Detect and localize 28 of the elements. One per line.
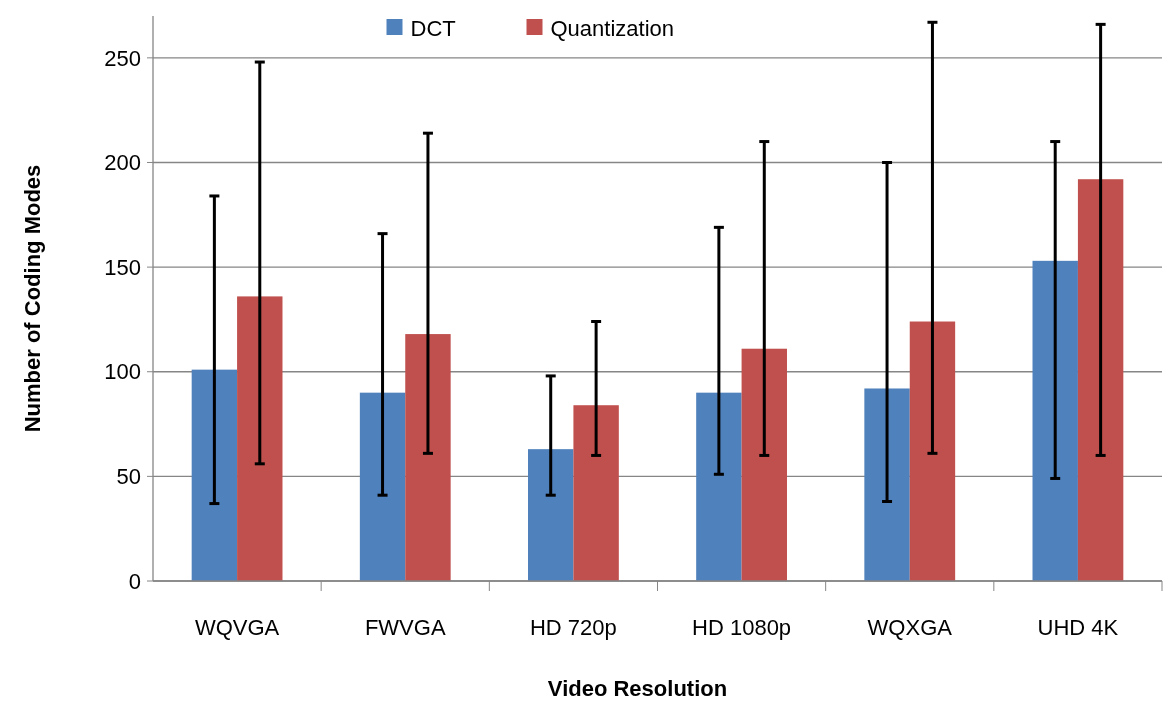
y-tick-label: 200 [104, 150, 141, 176]
legend-label: DCT [410, 15, 456, 41]
bar [191, 369, 238, 581]
x-tick-label: FWVGA [364, 615, 446, 640]
y-tick-label: 150 [104, 254, 141, 280]
legend-label: Quantization [550, 15, 675, 41]
bar [237, 296, 283, 581]
y-tick-label: 250 [104, 45, 141, 71]
bar [528, 449, 574, 581]
bar [359, 392, 406, 581]
x-axis-title: Video Resolution [547, 676, 728, 701]
y-tick-label: 50 [116, 464, 141, 490]
y-tick-label: 100 [104, 359, 141, 385]
x-tick-label: HD 720p [529, 615, 617, 640]
x-tick-label: WQVGA [194, 615, 280, 640]
bar [405, 334, 451, 581]
bar [741, 348, 787, 581]
x-tick-label: UHD 4K [1037, 615, 1119, 640]
y-axis-title: Number of Coding Modes [20, 164, 45, 433]
bar [1032, 260, 1078, 581]
x-tick-label: WQXGA [867, 615, 953, 640]
bar [573, 405, 619, 581]
bar [864, 388, 910, 581]
y-tick-label: 0 [128, 568, 141, 594]
bar [696, 392, 742, 581]
bar [1077, 179, 1124, 581]
x-tick-label: HD 1080p [692, 615, 792, 640]
bar [909, 321, 956, 581]
